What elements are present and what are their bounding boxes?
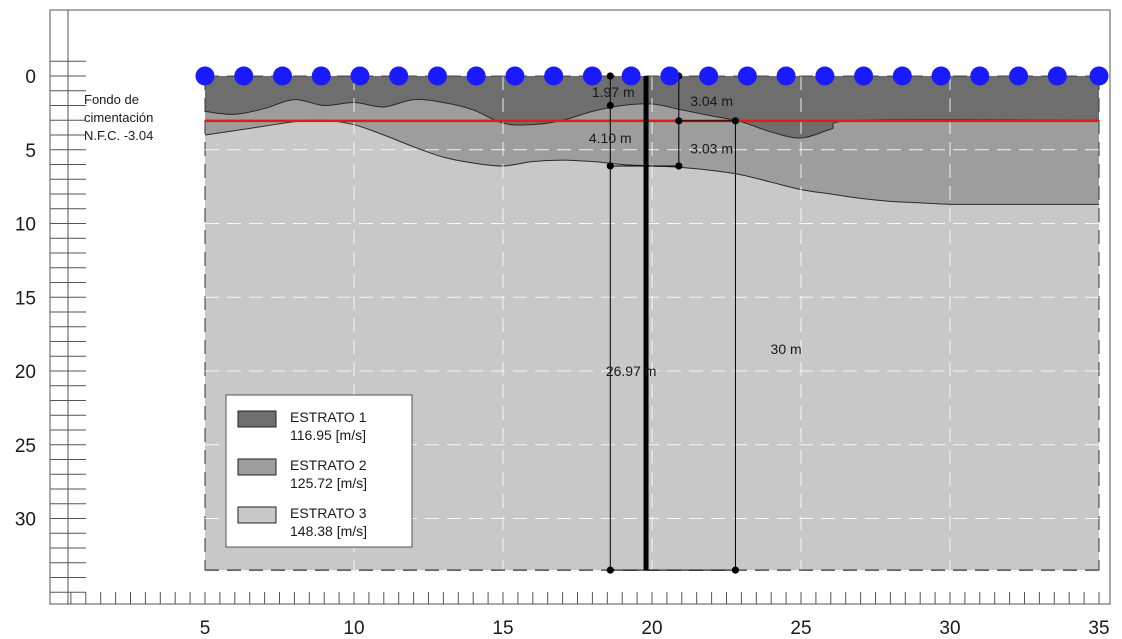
legend-series-velocity: 116.95 [m/s]: [290, 427, 366, 443]
sensor-marker: [699, 66, 719, 86]
y-tick-label: 25: [15, 436, 36, 457]
sensor-marker: [272, 66, 292, 86]
x-tick-label: 5: [200, 618, 211, 639]
sensor-marker: [195, 66, 215, 86]
dimension-lines: [606, 72, 740, 574]
x-axis: 5 10 15 20 25 30 35: [68, 592, 1110, 639]
dimension-point: [606, 101, 614, 110]
dimension-point: [731, 117, 740, 125]
dimension-point: [675, 162, 683, 170]
legend-swatch: [237, 458, 277, 476]
sensor-marker: [660, 66, 680, 86]
x-tick-label: 35: [1088, 618, 1109, 639]
sensor-marker: [1009, 66, 1029, 86]
x-tick-label: 25: [790, 618, 811, 639]
dimension-point: [606, 72, 614, 80]
sensor-marker: [970, 66, 990, 86]
dimension-label: 3.04 m: [690, 93, 733, 109]
y-tick-label: 20: [15, 362, 36, 383]
sensor-marker: [427, 66, 447, 86]
y-tick-label: 10: [15, 215, 36, 236]
foundation-note: Fondo de cimentación N.F.C. -3.04: [84, 92, 153, 143]
sensor-markers: [195, 66, 1109, 86]
dimension-label: 30 m: [771, 341, 802, 357]
sensor-marker: [311, 66, 331, 86]
legend: ESTRATO 1 116.95 [m/s] ESTRATO 2 125.72 [m/…: [225, 394, 413, 548]
legend-series-name: ESTRATO 2: [290, 457, 367, 473]
sensor-marker: [466, 66, 486, 86]
x-tick-label: 30: [939, 618, 960, 639]
legend-swatch: [237, 506, 277, 524]
sensor-marker: [582, 66, 602, 86]
dimension-label: 3.03 m: [690, 140, 733, 156]
y-tick-label: 15: [15, 288, 36, 309]
x-tick-label: 10: [343, 618, 364, 639]
dimension-label: 26.97 m: [606, 363, 657, 379]
sensor-marker: [815, 66, 835, 86]
sensor-marker: [505, 66, 525, 86]
sensor-marker: [1047, 66, 1067, 86]
sensor-marker: [621, 66, 641, 86]
legend-series-name: ESTRATO 3: [290, 505, 367, 521]
y-axis: 0 5 10 15 20 25 30: [15, 10, 86, 604]
dimension-point: [731, 566, 740, 574]
legend-series-velocity: 148.38 [m/s]: [290, 523, 367, 539]
sensor-marker: [776, 66, 796, 86]
sensor-marker: [931, 66, 951, 86]
x-tick-label: 15: [492, 618, 513, 639]
foundation-note-line: N.F.C. -3.04: [84, 128, 153, 143]
sensor-marker: [1089, 66, 1109, 86]
y-tick-label: 30: [15, 510, 36, 531]
x-tick-label: 20: [641, 618, 662, 639]
dimension-label: 1.97 m: [592, 84, 635, 100]
foundation-note-line: cimentación: [84, 110, 153, 125]
sensor-marker: [234, 66, 254, 86]
sensor-marker: [350, 66, 370, 86]
sensor-marker: [854, 66, 874, 86]
y-tick-label: 5: [25, 141, 36, 162]
y-tick-label: 0: [25, 67, 36, 88]
sensor-marker: [389, 66, 409, 86]
legend-series-name: ESTRATO 1: [290, 409, 367, 425]
legend-swatch: [237, 410, 277, 428]
legend-series-velocity: 125.72 [m/s]: [290, 475, 367, 491]
dimension-label: 4.10 m: [589, 130, 632, 146]
estrato-1-area: [205, 76, 1099, 138]
dimension-labels: 1.97 m 3.04 m 4.10 m 3.03 m 26.97 m 30 m: [589, 84, 802, 379]
foundation-note-line: Fondo de: [84, 92, 139, 107]
sensor-marker: [544, 66, 564, 86]
sensor-marker: [737, 66, 757, 86]
sensor-marker: [892, 66, 912, 86]
